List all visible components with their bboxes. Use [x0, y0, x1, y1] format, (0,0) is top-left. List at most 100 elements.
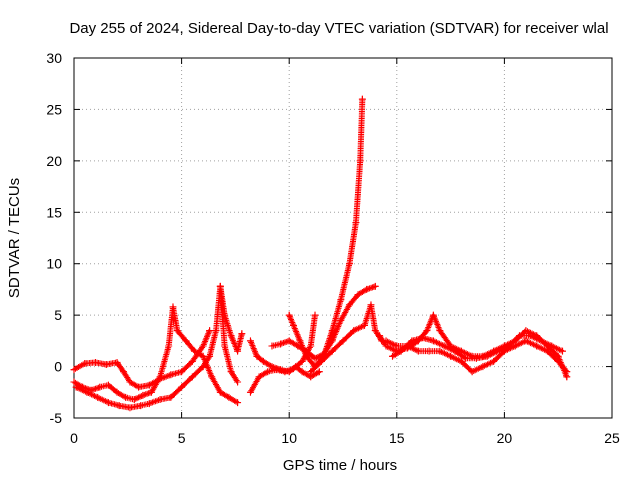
data-point	[285, 311, 293, 319]
data-point	[115, 402, 123, 410]
y-tick-label: 20	[46, 153, 62, 169]
data-point	[221, 342, 229, 350]
data-point	[188, 373, 196, 381]
data-point	[468, 368, 476, 376]
data-point	[296, 337, 304, 345]
y-tick-label: 10	[46, 256, 62, 272]
y-tick-label: 25	[46, 101, 62, 117]
y-tick-label: 0	[54, 359, 62, 375]
data-point	[225, 393, 233, 401]
data-point	[311, 354, 319, 362]
data-point	[178, 383, 186, 391]
data-point	[178, 368, 186, 376]
data-point	[522, 327, 530, 335]
data-point	[429, 337, 437, 345]
data-point	[182, 337, 190, 345]
data-point	[371, 282, 379, 290]
data-point	[537, 337, 545, 345]
data-point	[554, 357, 562, 365]
series-track-4	[216, 282, 246, 355]
data-point	[126, 378, 134, 386]
data-point	[255, 373, 263, 381]
data-point	[302, 347, 310, 355]
data-point	[462, 354, 470, 362]
data-point	[246, 337, 254, 345]
grid	[74, 58, 612, 418]
data-point	[277, 340, 285, 348]
data-point	[119, 368, 127, 376]
data-point	[559, 347, 567, 355]
data-point	[408, 337, 416, 345]
y-tick-label: -5	[50, 410, 63, 426]
data-point	[290, 321, 298, 329]
data-point	[423, 327, 431, 335]
data-point	[307, 342, 315, 350]
data-point	[511, 342, 519, 350]
data-point	[234, 399, 242, 407]
data-point	[206, 327, 214, 335]
data-point	[139, 391, 147, 399]
y-tick-label: 15	[46, 204, 62, 220]
x-tick-label: 20	[497, 430, 513, 446]
data-point	[548, 342, 556, 350]
data-point	[167, 371, 175, 379]
data-point	[208, 373, 216, 381]
data-point	[479, 363, 487, 371]
data-point	[358, 95, 366, 103]
data-point	[227, 332, 235, 340]
data-point	[70, 366, 78, 374]
series-marker-trail	[269, 283, 379, 362]
data-point	[156, 395, 164, 403]
data-point	[490, 357, 498, 365]
data-point	[102, 361, 110, 369]
series-track-3	[72, 282, 242, 412]
data-point	[96, 383, 104, 391]
data-point	[350, 327, 358, 335]
x-tick-label: 25	[604, 430, 620, 446]
series-track-6	[246, 337, 323, 381]
data-point	[419, 334, 427, 342]
axis-ticks	[73, 57, 613, 419]
data-point	[376, 332, 384, 340]
data-point	[169, 303, 177, 311]
data-point	[167, 393, 175, 401]
data-point	[414, 347, 422, 355]
data-point	[199, 363, 207, 371]
data-point	[156, 375, 164, 383]
data-point	[199, 342, 207, 350]
data-point	[345, 301, 353, 309]
data-point	[352, 219, 360, 227]
chart-title: Day 255 of 2024, Sidereal Day-to-day VTE…	[69, 20, 608, 37]
data-point	[216, 282, 224, 290]
data-series	[70, 95, 571, 412]
data-point	[425, 347, 433, 355]
data-point	[447, 352, 455, 360]
data-point	[234, 378, 242, 386]
data-point	[563, 368, 571, 376]
data-point	[206, 352, 214, 360]
x-tick-label: 5	[178, 430, 186, 446]
series-marker-trail	[73, 283, 241, 411]
data-point	[307, 368, 315, 376]
data-point	[137, 402, 145, 410]
x-tick-labels: 0 5 10 15 20 25	[70, 430, 620, 446]
y-axis-label: SDTVAR / TECUs	[6, 178, 23, 298]
x-axis-label: GPS time / hours	[283, 457, 397, 474]
data-point	[382, 337, 390, 345]
data-point	[505, 342, 513, 350]
series-track-1	[70, 303, 242, 407]
data-point	[277, 366, 285, 374]
data-point	[451, 347, 459, 355]
data-point	[361, 321, 369, 329]
y-tick-label: 5	[54, 307, 62, 323]
y-tick-label: 30	[46, 50, 62, 66]
data-point	[354, 291, 362, 299]
data-point	[397, 347, 405, 355]
data-point	[238, 330, 246, 338]
data-point	[188, 357, 196, 365]
data-point	[165, 342, 173, 350]
data-point	[298, 368, 306, 376]
data-point	[72, 383, 80, 391]
data-point	[216, 388, 224, 396]
data-point	[221, 311, 229, 319]
